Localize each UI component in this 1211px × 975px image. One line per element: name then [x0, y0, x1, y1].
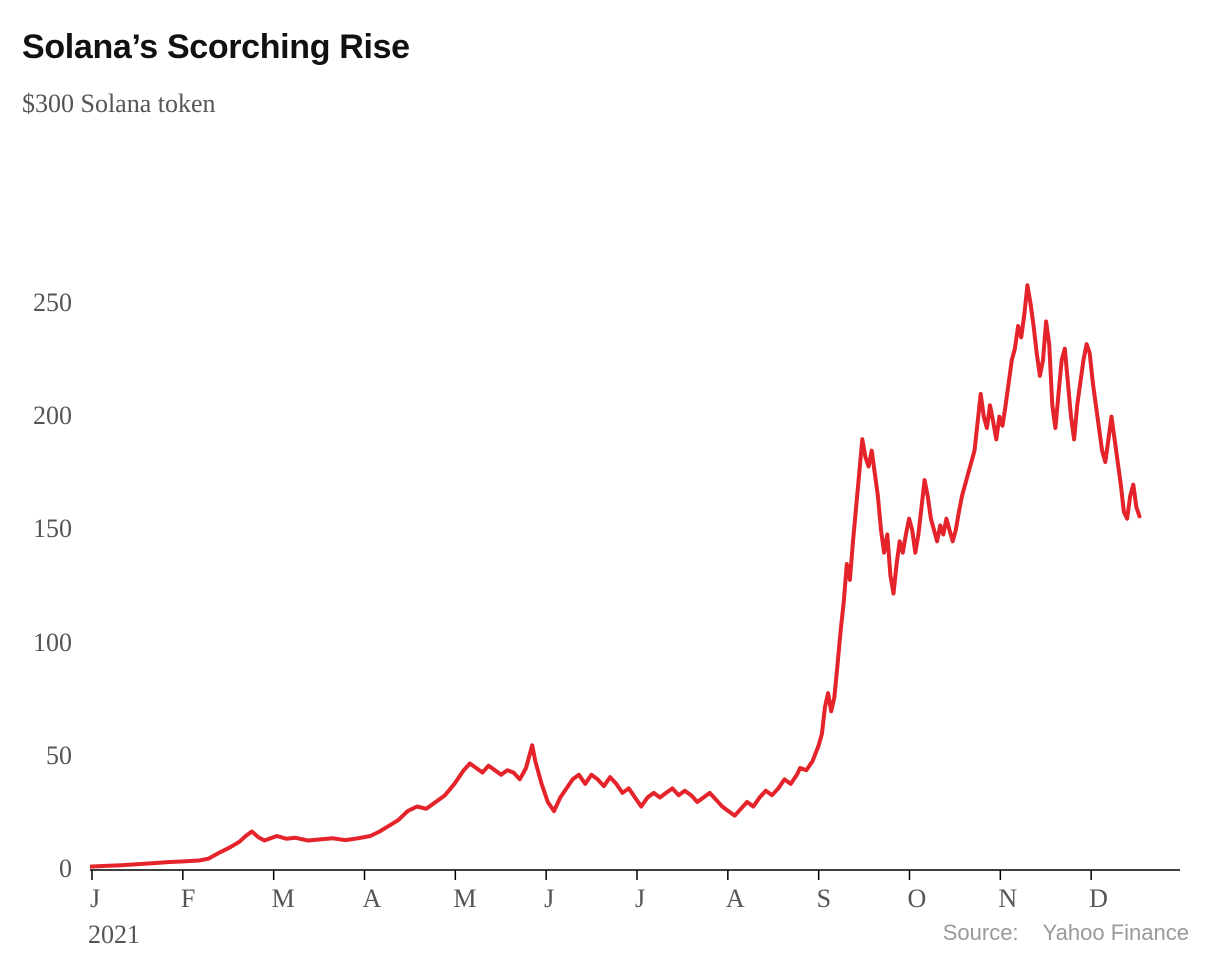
y-tick-label: 150 — [0, 514, 72, 544]
y-tick-label: 0 — [0, 854, 72, 884]
x-axis-year: 2021 — [88, 920, 140, 950]
y-tick-label: 50 — [0, 741, 72, 771]
y-tick-label: 200 — [0, 401, 72, 431]
source-value: Yahoo Finance — [1043, 920, 1189, 945]
x-tick-label: J — [544, 884, 554, 914]
x-tick-label: M — [453, 884, 476, 914]
chart-title: Solana’s Scorching Rise — [22, 28, 1189, 67]
source-label: Source: — [943, 920, 1019, 945]
y-tick-label: 250 — [0, 288, 72, 318]
x-tick-label: D — [1089, 884, 1108, 914]
line-chart — [90, 190, 1180, 910]
chart-card: Solana’s Scorching Rise $300 Solana toke… — [0, 0, 1211, 975]
x-tick-label: F — [181, 884, 195, 914]
x-tick-label: A — [726, 884, 745, 914]
x-tick-label: J — [635, 884, 645, 914]
x-tick-label: J — [90, 884, 100, 914]
source-line: Source: Yahoo Finance — [943, 920, 1189, 946]
x-tick-label: S — [817, 884, 831, 914]
x-tick-label: O — [908, 884, 927, 914]
x-tick-label: A — [363, 884, 382, 914]
x-tick-label: N — [998, 884, 1017, 914]
chart-subtitle: $300 Solana token — [22, 89, 1189, 119]
x-tick-label: M — [272, 884, 295, 914]
y-tick-label: 100 — [0, 628, 72, 658]
